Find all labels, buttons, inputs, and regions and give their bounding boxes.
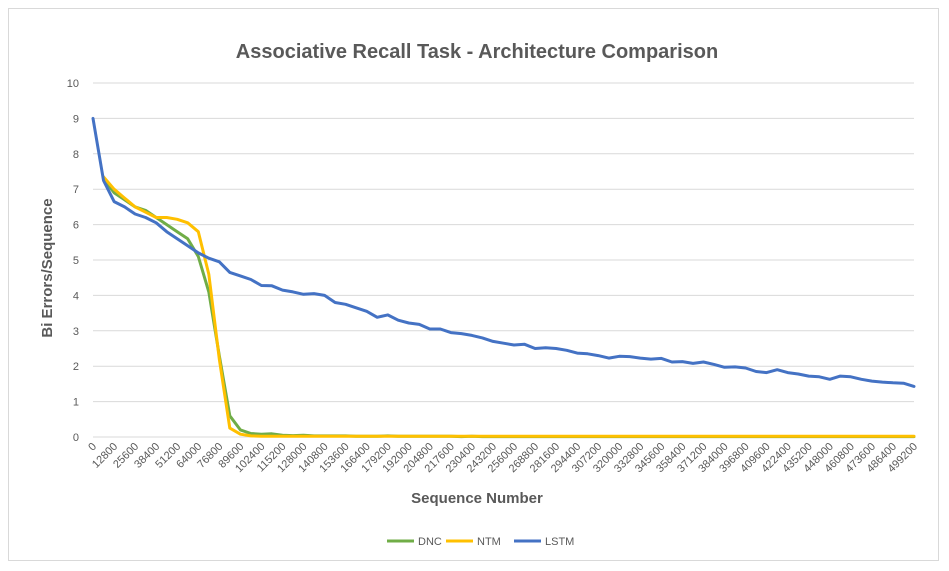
y-tick-label: 8: [73, 149, 79, 161]
x-tick-label: 0: [86, 441, 99, 454]
line-chart: Associative Recall Task - Architecture C…: [39, 41, 920, 548]
y-tick-label: 5: [73, 255, 79, 267]
y-tick-label: 0: [73, 432, 79, 444]
y-tick-label: 9: [73, 113, 79, 125]
y-tick-label: 1: [73, 397, 79, 409]
y-tick-label: 7: [73, 184, 79, 196]
series-line-ntm: [102, 175, 916, 438]
legend-label-ntm: NTM: [477, 536, 501, 548]
legend-label-dnc: DNC: [418, 536, 442, 548]
series-lines: [91, 116, 916, 439]
y-axis-ticks: 0 1 2 3 4 5 6 7 8 9 10: [67, 78, 79, 444]
y-tick-label: 2: [73, 361, 79, 373]
x-axis-title: Sequence Number: [411, 490, 543, 507]
gridlines: [93, 82, 914, 438]
y-axis-title: Bi Errors/Sequence: [39, 198, 56, 337]
chart-title: Associative Recall Task - Architecture C…: [236, 41, 718, 63]
legend-label-lstm: LSTM: [545, 536, 574, 548]
y-tick-label: 10: [67, 78, 79, 90]
series-line-lstm: [91, 116, 916, 388]
chart-frame: Associative Recall Task - Architecture C…: [8, 8, 939, 561]
y-tick-label: 3: [73, 326, 79, 338]
y-tick-label: 4: [73, 290, 79, 302]
x-axis-ticks: 0128002560038400512006400076800896001024…: [86, 441, 920, 475]
legend: DNC NTM LSTM: [387, 536, 574, 548]
y-tick-label: 6: [73, 220, 79, 232]
